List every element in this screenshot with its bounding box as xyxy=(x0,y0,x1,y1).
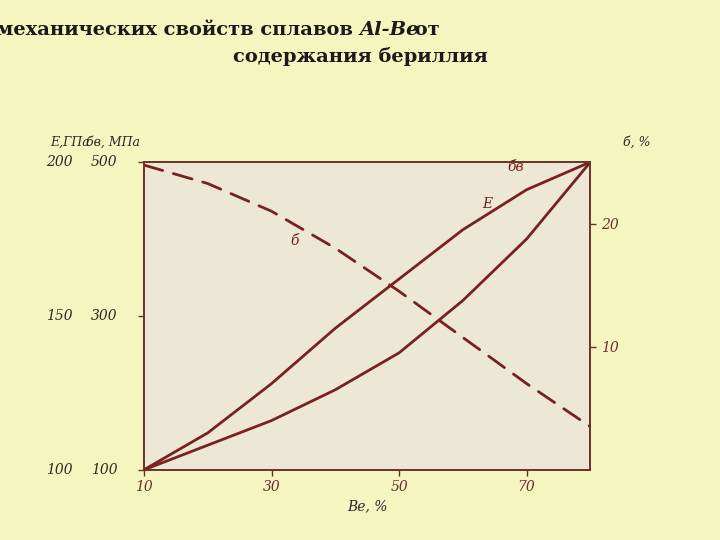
Text: содержания бериллия: содержания бериллия xyxy=(233,47,487,66)
Text: от: от xyxy=(408,21,440,39)
Text: 100: 100 xyxy=(46,463,73,477)
Text: Зависимость механических свойств сплавов: Зависимость механических свойств сплавов xyxy=(0,21,360,39)
Text: 300: 300 xyxy=(91,309,117,323)
Text: 150: 150 xyxy=(46,309,73,323)
Text: 100: 100 xyxy=(91,463,117,477)
Text: Al-Be: Al-Be xyxy=(360,21,420,39)
Text: бв, МПа: бв, МПа xyxy=(86,136,140,148)
Text: 500: 500 xyxy=(91,155,117,169)
Text: E,ГПа: E,ГПа xyxy=(50,136,90,148)
Text: бв: бв xyxy=(508,160,524,174)
X-axis label: Be, %: Be, % xyxy=(347,500,387,514)
Text: б, %: б, % xyxy=(623,136,650,148)
Text: 200: 200 xyxy=(46,155,73,169)
Text: б: б xyxy=(291,234,300,248)
Text: E: E xyxy=(482,197,492,211)
